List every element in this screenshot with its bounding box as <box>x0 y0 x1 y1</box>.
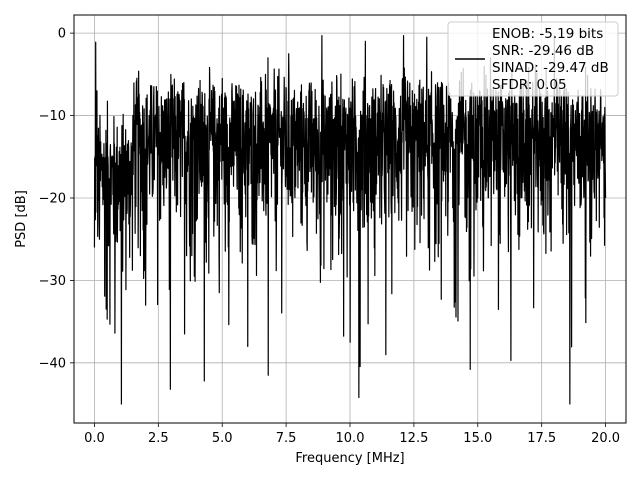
y-tick-label: −30 <box>39 274 66 289</box>
y-axis: 0 −10 −20 −30 −40 <box>39 27 74 371</box>
legend: ENOB: -5.19 bits SNR: -29.46 dB SINAD: -… <box>447 21 619 97</box>
x-tick-label: 17.5 <box>527 431 556 446</box>
x-axis: 0.0 2.5 5.0 7.5 10.0 12.5 15.0 17.5 20.0 <box>84 423 620 446</box>
psd-series-line <box>93 35 607 405</box>
legend-text-sfdr: SFDR: 0.05 <box>492 77 567 93</box>
legend-text-snr: SNR: -29.46 dB <box>492 43 594 59</box>
x-tick-label: 2.5 <box>148 431 169 446</box>
x-tick-label: 10.0 <box>336 431 365 446</box>
y-tick-label: −40 <box>39 356 66 371</box>
x-tick-label: 12.5 <box>399 431 428 446</box>
y-tick-label: 0 <box>58 27 66 42</box>
x-tick-label: 7.5 <box>276 431 297 446</box>
legend-box <box>447 21 619 97</box>
x-tick-label: 20.0 <box>591 431 620 446</box>
y-tick-label: −10 <box>39 109 66 124</box>
x-tick-label: 5.0 <box>212 431 233 446</box>
series-layer <box>93 35 607 405</box>
y-axis-label: PSD [dB] <box>14 190 29 248</box>
legend-text-sinad: SINAD: -29.47 dB <box>492 60 609 76</box>
x-tick-label: 15.0 <box>463 431 492 446</box>
y-tick-label: −20 <box>39 191 66 206</box>
legend-text-enob: ENOB: -5.19 bits <box>492 26 603 42</box>
x-axis-label: Frequency [MHz] <box>295 451 404 466</box>
x-tick-label: 0.0 <box>84 431 105 446</box>
